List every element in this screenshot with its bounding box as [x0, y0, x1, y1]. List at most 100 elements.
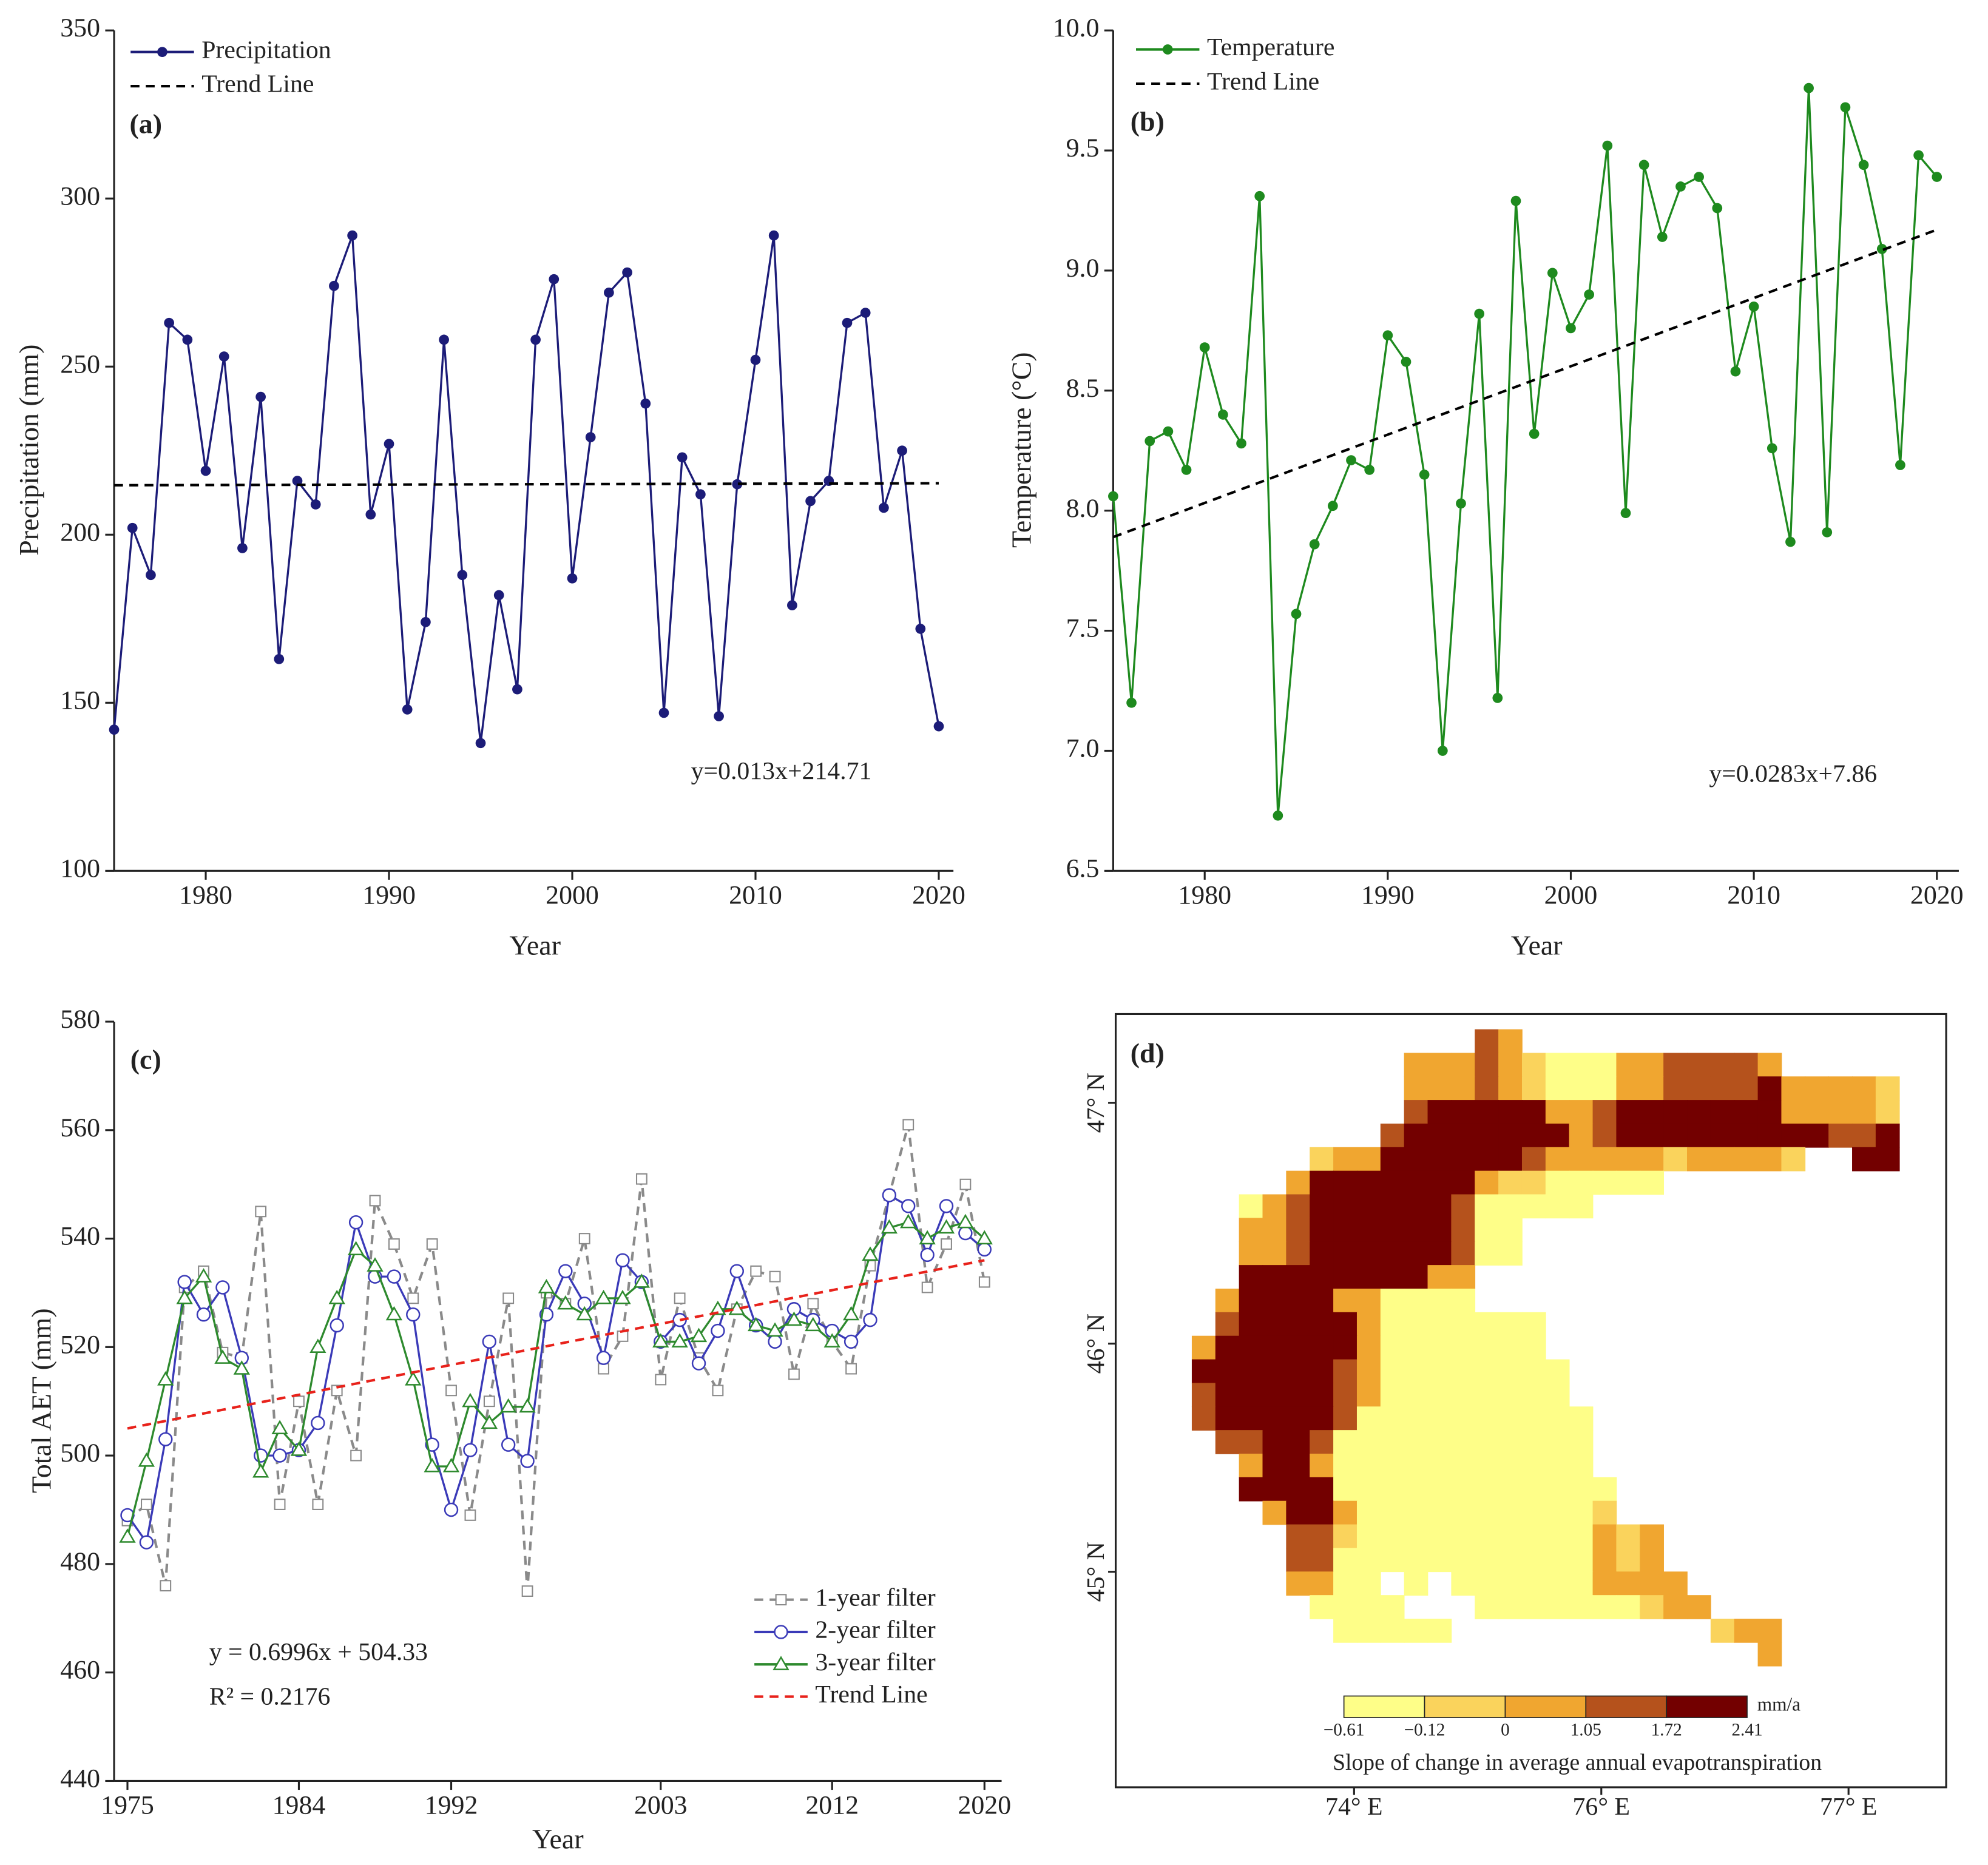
marker: [177, 1275, 192, 1289]
map-cell: [1710, 1147, 1735, 1172]
map-cell: [1475, 1406, 1499, 1431]
map-cell: [1498, 1454, 1523, 1478]
map-cell: [1404, 1265, 1428, 1289]
marker: [309, 1338, 326, 1353]
map-cell: [1286, 1241, 1311, 1266]
map-cell: [1262, 1241, 1287, 1266]
map-cell: [1569, 1053, 1594, 1078]
map-cell: [1498, 1100, 1523, 1124]
map-cell: [1262, 1288, 1287, 1313]
y-tick-label: 9.0: [1066, 254, 1100, 283]
marker: [1876, 243, 1887, 254]
map-cell: [1356, 1430, 1381, 1454]
marker: [1913, 150, 1924, 161]
map-cell: [1545, 1548, 1570, 1573]
map-cell: [1451, 1123, 1476, 1148]
map-cell: [1663, 1053, 1688, 1078]
map-cell: [1734, 1100, 1759, 1124]
map-cell: [1451, 1524, 1476, 1549]
marker: [1199, 342, 1210, 352]
map-cell: [1475, 1170, 1499, 1195]
marker: [1437, 746, 1448, 756]
map-cell: [1475, 1548, 1499, 1573]
map-cell: [1427, 1454, 1452, 1478]
marker: [879, 502, 889, 513]
map-cell: [1380, 1194, 1405, 1219]
map-cell: [1356, 1359, 1381, 1384]
map-cell: [1427, 1265, 1452, 1289]
marker: [567, 573, 578, 584]
marker: [677, 452, 688, 463]
map-cell: [1710, 1076, 1735, 1101]
marker: [615, 1253, 630, 1268]
colorbar-box: [1666, 1695, 1748, 1718]
map-cell: [1404, 1076, 1428, 1101]
marker: [768, 1334, 782, 1349]
map-cell: [1427, 1194, 1452, 1219]
map-cell: [1852, 1100, 1876, 1124]
legend-label: Trend Line: [201, 70, 314, 98]
marker: [164, 317, 174, 328]
x-tick-label: 2010: [729, 880, 782, 909]
map-cell: [1404, 1359, 1428, 1384]
marker: [218, 351, 229, 362]
marker: [958, 1226, 973, 1241]
colorbar-box: [1343, 1695, 1425, 1718]
map-cell: [1521, 1053, 1546, 1078]
series-line: [113, 235, 940, 744]
marker: [1382, 330, 1393, 341]
marker: [384, 439, 394, 450]
colorbar-tick-label: −0.12: [1404, 1721, 1445, 1740]
map-cell: [1521, 1147, 1546, 1172]
map-cell: [1545, 1359, 1570, 1384]
map-cell: [1427, 1500, 1452, 1525]
annotation: y=0.0283x+7.86: [1709, 760, 1877, 787]
map-cell: [1262, 1194, 1287, 1219]
map-cell: [1404, 1100, 1428, 1124]
map-cell: [1333, 1454, 1357, 1478]
map-cell: [1475, 1312, 1499, 1337]
map-cell: [1310, 1500, 1334, 1525]
map-cell: [1805, 1100, 1830, 1124]
map-cell: [1333, 1524, 1357, 1549]
map-cell: [1592, 1123, 1617, 1148]
marker: [549, 274, 560, 285]
map-cell: [1545, 1406, 1570, 1431]
map-cell: [1757, 1053, 1782, 1078]
map-cell: [1380, 1406, 1405, 1431]
marker: [939, 1199, 954, 1213]
map-cell: [1380, 1335, 1405, 1360]
marker: [483, 1395, 495, 1408]
legend-label: 3-year filter: [815, 1648, 935, 1676]
panel-label: (d): [1131, 1037, 1165, 1068]
y-tick-label: 560: [60, 1113, 100, 1142]
marker: [311, 1415, 325, 1431]
marker: [127, 522, 138, 533]
map-cell: [1640, 1571, 1664, 1596]
map-cell: [1475, 1595, 1499, 1619]
marker: [293, 1395, 305, 1408]
marker: [214, 1349, 231, 1364]
marker: [255, 1206, 267, 1218]
map-cell: [1592, 1053, 1617, 1078]
map-cell: [1498, 1218, 1523, 1243]
map-cell: [1310, 1265, 1334, 1289]
marker: [976, 1230, 993, 1245]
x-tick-label: 2012: [805, 1790, 859, 1819]
map-cell: [1286, 1312, 1311, 1337]
y-tick-label: 200: [60, 518, 100, 547]
map-cell: [1333, 1312, 1357, 1337]
y-tick-label: 300: [60, 181, 100, 211]
marker: [215, 1280, 230, 1295]
marker: [521, 1585, 533, 1597]
map-cell: [1310, 1359, 1334, 1384]
marker: [1456, 498, 1466, 509]
map-cell: [1427, 1053, 1452, 1078]
map-cell: [1286, 1430, 1311, 1454]
marker: [1529, 428, 1540, 439]
map-cell: [1286, 1265, 1311, 1289]
marker: [367, 1257, 384, 1272]
map-cell: [1710, 1053, 1735, 1078]
marker: [633, 1273, 651, 1288]
map-cell: [1310, 1218, 1334, 1243]
